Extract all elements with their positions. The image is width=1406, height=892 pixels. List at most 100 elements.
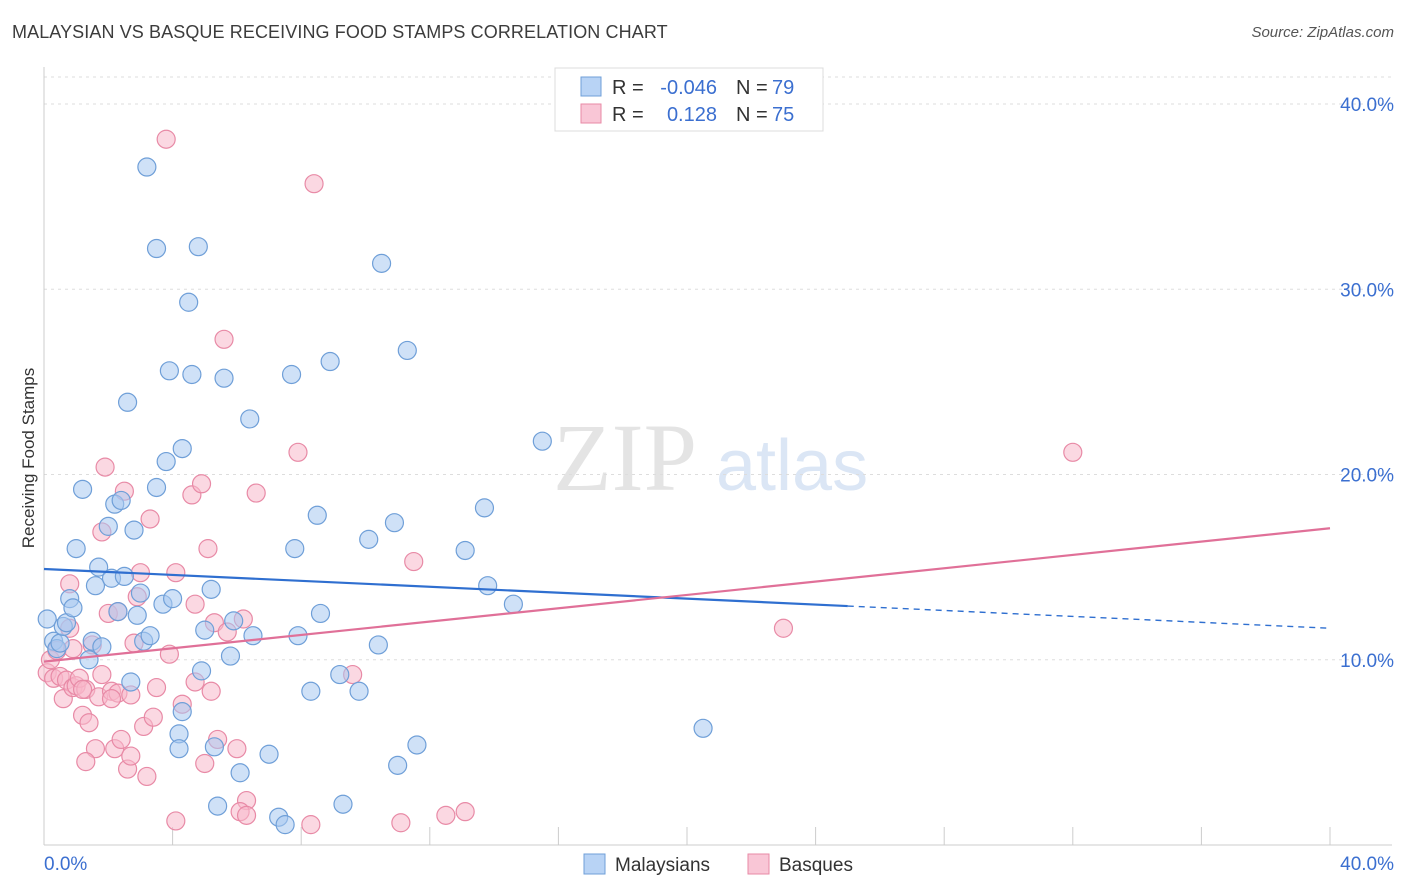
x-tick-label-1: 40.0% <box>1340 854 1394 875</box>
point-basques-41 <box>195 753 215 774</box>
point-malaysians-44 <box>208 796 228 816</box>
point-malaysians-60 <box>320 351 340 372</box>
point-basques-57 <box>436 805 456 825</box>
point-basques-36 <box>166 563 186 583</box>
point-malaysians-9 <box>72 479 93 499</box>
point-malaysians-18 <box>108 601 128 622</box>
point-basques-61 <box>156 129 176 149</box>
x-tick-label-0: 0.0% <box>44 854 87 875</box>
point-malaysians-32 <box>159 361 179 381</box>
point-basques-62 <box>166 811 186 831</box>
point-basques-65 <box>76 752 96 772</box>
point-malaysians-70 <box>407 735 427 755</box>
legend-r-value-malaysians: -0.046 <box>660 77 717 99</box>
point-malaysians-71 <box>455 540 475 561</box>
tick-labels: 10.0% 20.0% 30.0% 40.0% 0.0% 40.0% <box>44 95 1394 875</box>
point-malaysians-10 <box>79 650 99 670</box>
point-malaysians-48 <box>230 763 250 783</box>
point-malaysians-29 <box>146 477 167 498</box>
point-malaysians-19 <box>111 490 131 511</box>
point-malaysians-62 <box>333 794 353 814</box>
point-malaysians-67 <box>384 513 405 533</box>
point-basques-48 <box>227 739 247 759</box>
point-malaysians-50 <box>243 626 263 646</box>
point-malaysians-46 <box>220 646 241 666</box>
point-basques-33 <box>140 509 160 529</box>
point-basques-51 <box>246 483 266 503</box>
point-malaysians-68 <box>388 755 408 775</box>
point-malaysians-20 <box>114 566 134 587</box>
point-malaysians-35 <box>169 739 189 759</box>
point-malaysians-21 <box>117 392 138 412</box>
point-basques-34 <box>143 707 163 727</box>
bottom-legend-swatch-basques <box>747 853 770 875</box>
point-malaysians-40 <box>191 661 212 681</box>
point-malaysians-55 <box>285 539 305 559</box>
point-basques-39 <box>185 594 205 614</box>
point-malaysians-42 <box>201 579 221 599</box>
watermark-zip: ZIP <box>553 404 697 511</box>
point-malaysians-75 <box>532 431 552 451</box>
point-malaysians-28 <box>146 238 167 259</box>
legend-n-value-malaysians: 79 <box>772 77 794 99</box>
point-malaysians-8 <box>66 539 86 559</box>
point-malaysians-26 <box>137 157 157 177</box>
point-malaysians-66 <box>371 253 392 273</box>
point-malaysians-65 <box>368 635 388 655</box>
point-malaysians-78 <box>121 672 141 692</box>
legend-r-label-2: R = <box>612 104 644 126</box>
point-basques-74 <box>236 805 257 825</box>
correlation-legend: R = -0.046 N = 79 R = 0.128 N = 75 <box>554 67 824 132</box>
point-malaysians-47 <box>224 611 244 631</box>
point-basques-59 <box>773 618 794 638</box>
point-basques-60 <box>1063 442 1083 462</box>
point-basques-52 <box>288 442 308 462</box>
point-basques-67 <box>146 677 167 698</box>
point-malaysians-69 <box>397 340 417 361</box>
point-malaysians-49 <box>240 409 260 429</box>
point-malaysians-53 <box>275 815 295 835</box>
legend-r-label-1: R = <box>612 77 644 99</box>
point-basques-72 <box>72 679 93 700</box>
trend-line-malaysians <box>43 567 848 608</box>
point-malaysians-12 <box>85 576 106 596</box>
legend-n-label-1: N = <box>736 77 768 99</box>
y-tick-label-1: 20.0% <box>1340 466 1394 487</box>
y-tick-label-2: 30.0% <box>1340 280 1394 301</box>
chart-title: MALAYSIAN VS BASQUE RECEIVING FOOD STAMP… <box>12 22 668 42</box>
bottom-legend-swatch-malaysians <box>583 853 606 875</box>
point-basques-19 <box>95 457 115 477</box>
series-legend: Malaysians Basques <box>583 853 853 876</box>
point-malaysians-54 <box>281 364 302 385</box>
point-malaysians-51 <box>259 744 279 764</box>
point-basques-69 <box>92 664 112 685</box>
trend-lines <box>43 527 1331 663</box>
point-malaysians-73 <box>478 576 498 596</box>
point-basques-53 <box>304 174 324 194</box>
legend-n-label-2: N = <box>736 104 768 126</box>
y-tick-label-0: 10.0% <box>1340 651 1394 672</box>
point-malaysians-3 <box>50 633 70 653</box>
gridlines <box>44 76 1392 661</box>
point-malaysians-15 <box>98 516 118 536</box>
point-basques-14 <box>79 713 99 733</box>
point-malaysians-64 <box>359 529 379 549</box>
point-basques-55 <box>391 813 411 833</box>
legend-swatch-basques <box>580 103 602 124</box>
point-malaysians-0 <box>37 609 57 629</box>
point-basques-56 <box>404 551 424 572</box>
source-credit: Source: ZipAtlas.com <box>1251 24 1394 41</box>
point-malaysians-45 <box>214 368 234 388</box>
point-basques-46 <box>214 329 234 349</box>
bottom-legend-label-basques: Basques <box>779 855 853 876</box>
point-malaysians-27 <box>140 626 160 646</box>
point-basques-73 <box>101 689 122 709</box>
axes <box>43 67 1392 846</box>
point-malaysians-74 <box>503 594 523 614</box>
point-malaysians-43 <box>204 737 224 757</box>
point-malaysians-59 <box>310 603 331 624</box>
bottom-legend-label-malaysians: Malaysians <box>615 855 710 876</box>
series-malaysians-points <box>37 157 713 835</box>
point-malaysians-39 <box>188 237 208 257</box>
